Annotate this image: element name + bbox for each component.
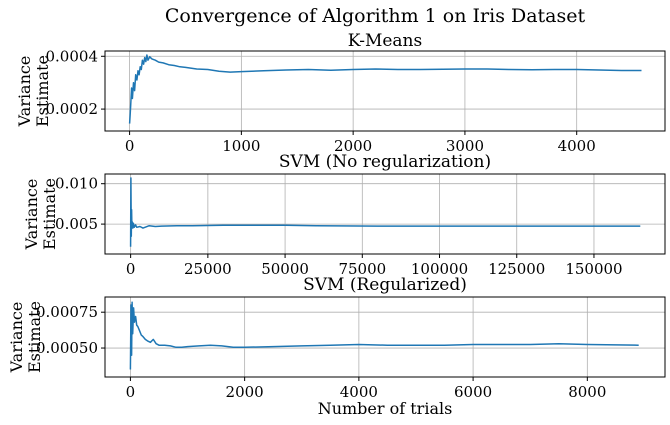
x-tick-label: 100000 <box>411 260 468 278</box>
x-tick-label: 2000 <box>334 137 372 155</box>
plot-frame <box>104 296 666 378</box>
y-axis-label: Variance <box>15 56 34 128</box>
y-tick-label: 0.0004 <box>46 47 99 65</box>
x-tick-label: 2000 <box>226 383 264 401</box>
plot-frame <box>104 173 666 255</box>
series-line <box>128 54 642 124</box>
chart-panel-1: 0 1000 2000 3000 4000 0.0002 0.0004 K-Means Vari… <box>15 31 666 155</box>
x-tick-label: 0 <box>126 383 136 401</box>
x-tick-label: 6000 <box>454 383 492 401</box>
plot-frame <box>104 50 666 132</box>
x-tick-label: 4000 <box>558 137 596 155</box>
y-axis-label: Variance <box>7 302 26 374</box>
y-tick-label: 0.00050 <box>36 339 98 357</box>
series-line <box>129 177 641 247</box>
x-tick-label: 50000 <box>261 260 309 278</box>
y-tick-label: 0.010 <box>55 175 98 193</box>
x-axis-label: Number of trials <box>318 399 453 418</box>
chart-title: SVM (Regularized) <box>303 275 467 295</box>
x-tick-label: 4000 <box>340 383 378 401</box>
chart-panel-2: 0 25000 50000 75000 100000 125000 150000 0.005 0… <box>22 152 666 278</box>
y-tick-label: 0.0002 <box>46 100 99 118</box>
x-tick-label: 1000 <box>222 137 260 155</box>
x-tick-label: 125000 <box>488 260 545 278</box>
x-tick-label: 0 <box>126 260 136 278</box>
x-tick-label: 0 <box>125 137 135 155</box>
panels: 0 1000 2000 3000 4000 0.0002 0.0004 K-Means Vari… <box>7 31 666 418</box>
figure-title: Convergence of Algorithm 1 on Iris Datas… <box>165 5 586 27</box>
y-tick-label: 0.005 <box>55 215 98 233</box>
x-tick-label: 25000 <box>184 260 232 278</box>
y-tick-label: 0.00075 <box>36 303 98 321</box>
x-tick-label: 75000 <box>338 260 386 278</box>
series-line <box>129 301 639 370</box>
chart-panel-3: 0 2000 4000 6000 8000 0.00050 0.00075 SVM (Regu… <box>7 275 666 418</box>
y-axis-label: Estimate <box>25 301 44 373</box>
chart-title: SVM (No regularization) <box>279 152 491 172</box>
y-axis-label: Estimate <box>33 55 52 127</box>
x-tick-label: 150000 <box>565 260 622 278</box>
chart-title: K-Means <box>348 31 422 51</box>
y-axis-label: Estimate <box>40 178 59 250</box>
x-tick-label: 8000 <box>568 383 606 401</box>
x-tick-label: 3000 <box>446 137 484 155</box>
y-axis-label: Variance <box>22 179 41 251</box>
